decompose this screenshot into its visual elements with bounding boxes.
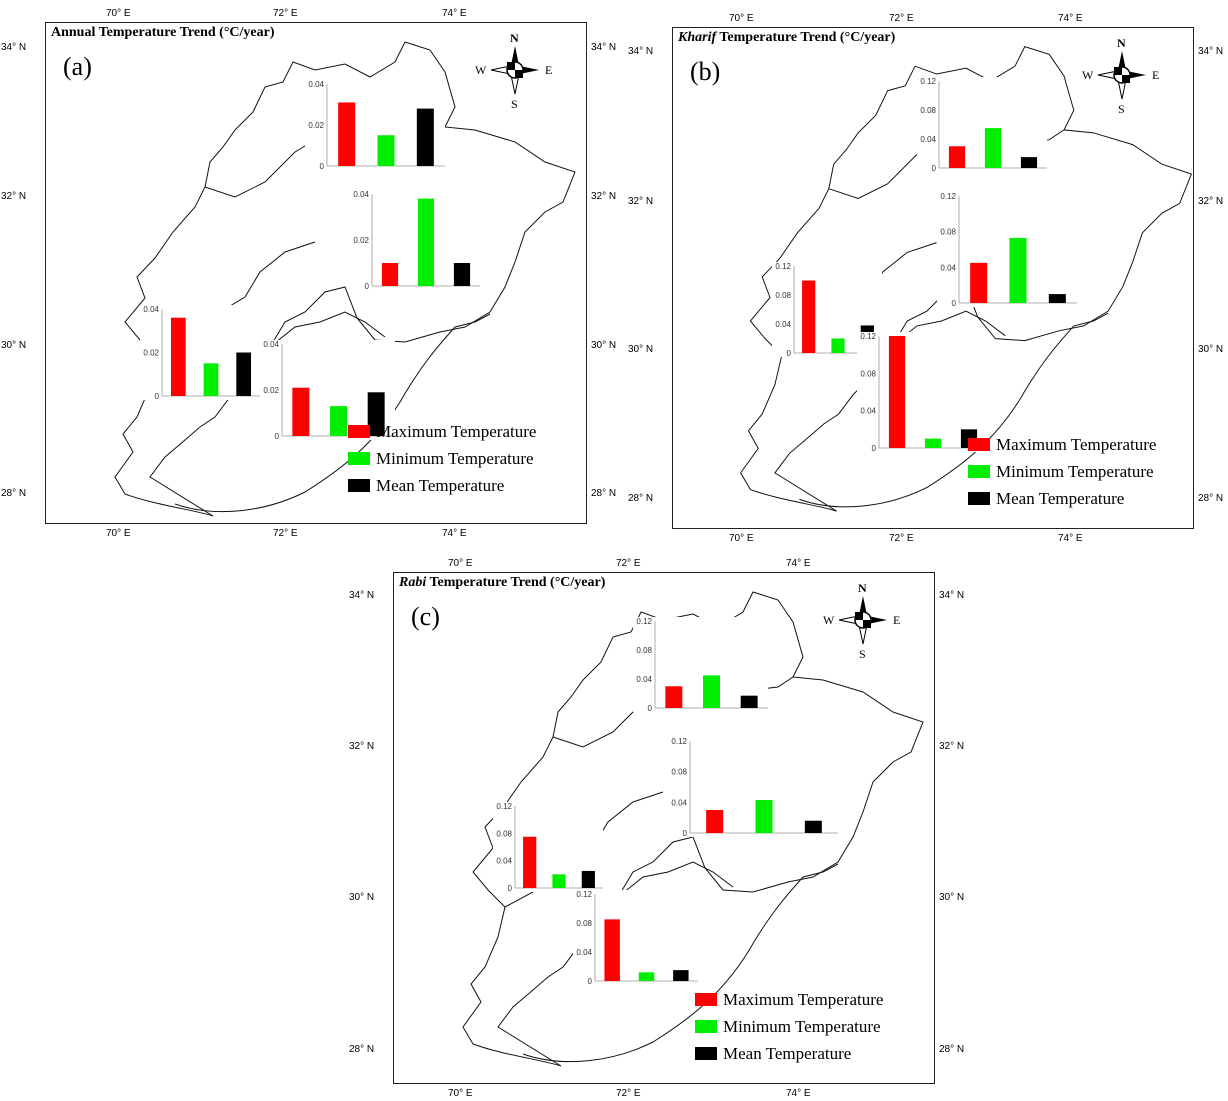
legend-label: Minimum Temperature <box>376 449 534 468</box>
longitude-tick-label: 70° E <box>729 533 754 544</box>
legend-label: Minimum Temperature <box>723 1017 881 1036</box>
map-title-text: Temperature Trend (°C/year) <box>426 575 606 590</box>
legend-label: Maximum Temperature <box>376 422 537 441</box>
legend-label: Mean Temperature <box>996 489 1125 508</box>
longitude-tick-label: 74° E <box>1058 13 1083 24</box>
latitude-tick-label: 28° N <box>349 1044 375 1055</box>
latitude-tick-label: 32° N <box>628 196 654 207</box>
legend-item: Minimum Temperature <box>695 1017 881 1037</box>
longitude-tick-label: 74° E <box>786 1088 811 1099</box>
latitude-tick-label: 32° N <box>939 741 965 752</box>
latitude-tick-label: 30° N <box>628 344 654 355</box>
legend-item: Mean Temperature <box>695 1044 851 1064</box>
latitude-tick-label: 28° N <box>591 488 617 499</box>
legend-label: Maximum Temperature <box>996 435 1157 454</box>
longitude-tick-label: 70° E <box>106 8 131 19</box>
longitude-tick-label: 74° E <box>442 528 467 539</box>
season-name: Kharif <box>678 30 717 45</box>
legend-swatch <box>968 465 990 478</box>
latitude-tick-label: 30° N <box>349 892 375 903</box>
latitude-tick-label: 28° N <box>939 1044 965 1055</box>
latitude-tick-label: 30° N <box>591 340 617 351</box>
legend-item: Maximum Temperature <box>968 435 1156 455</box>
season-name: Rabi <box>399 575 427 590</box>
longitude-tick-label: 72° E <box>273 8 298 19</box>
legend-swatch <box>695 1020 717 1033</box>
latitude-tick-label: 28° N <box>1198 493 1224 504</box>
map-title-text: Temperature Trend (°C/year) <box>716 30 896 45</box>
longitude-tick-label: 74° E <box>786 558 811 569</box>
legend-item: Maximum Temperature <box>695 990 883 1010</box>
longitude-tick-label: 74° E <box>442 8 467 19</box>
latitude-tick-label: 30° N <box>1 340 27 351</box>
latitude-tick-label: 32° N <box>349 741 375 752</box>
panel-label: (c) <box>411 602 440 631</box>
panel-label: (b) <box>690 57 721 86</box>
latitude-tick-label: 34° N <box>1198 46 1224 57</box>
longitude-tick-label: 70° E <box>729 13 754 24</box>
longitude-tick-label: 72° E <box>616 558 641 569</box>
latitude-tick-label: 32° N <box>1 191 27 202</box>
legend-swatch <box>968 492 990 505</box>
longitude-tick-label: 72° E <box>273 528 298 539</box>
longitude-tick-label: 74° E <box>1058 533 1083 544</box>
legend-swatch <box>348 452 370 465</box>
longitude-tick-label: 70° E <box>448 1088 473 1099</box>
legend-item: Maximum Temperature <box>348 422 536 442</box>
latitude-tick-label: 32° N <box>1198 196 1224 207</box>
legend-swatch <box>695 1047 717 1060</box>
map-title: Kharif Temperature Trend (°C/year) <box>678 30 895 46</box>
panel-label: (a) <box>63 52 92 81</box>
legend-label: Maximum Temperature <box>723 990 884 1009</box>
legend-swatch <box>348 425 370 438</box>
legend-item: Minimum Temperature <box>348 449 534 469</box>
legend-label: Mean Temperature <box>376 476 505 495</box>
latitude-tick-label: 30° N <box>939 892 965 903</box>
latitude-tick-label: 30° N <box>1198 344 1224 355</box>
longitude-tick-label: 72° E <box>889 533 914 544</box>
legend-item: Mean Temperature <box>968 489 1124 509</box>
map-title: Rabi Temperature Trend (°C/year) <box>399 575 605 591</box>
legend-label: Mean Temperature <box>723 1044 852 1063</box>
legend-swatch <box>348 479 370 492</box>
longitude-tick-label: 72° E <box>616 1088 641 1099</box>
latitude-tick-label: 34° N <box>591 42 617 53</box>
latitude-tick-label: 28° N <box>628 493 654 504</box>
legend-swatch <box>695 993 717 1006</box>
longitude-tick-label: 72° E <box>889 13 914 24</box>
legend-label: Minimum Temperature <box>996 462 1154 481</box>
latitude-tick-label: 28° N <box>1 488 27 499</box>
latitude-tick-label: 32° N <box>591 191 617 202</box>
latitude-tick-label: 34° N <box>349 590 375 601</box>
map-title: Annual Temperature Trend (°C/year) <box>51 25 275 41</box>
latitude-tick-label: 34° N <box>1 42 27 53</box>
longitude-tick-label: 70° E <box>106 528 131 539</box>
legend-item: Minimum Temperature <box>968 462 1154 482</box>
map-title-text: Annual Temperature Trend (°C/year) <box>51 25 275 40</box>
latitude-tick-label: 34° N <box>628 46 654 57</box>
legend-swatch <box>968 438 990 451</box>
latitude-tick-label: 34° N <box>939 590 965 601</box>
longitude-tick-label: 70° E <box>448 558 473 569</box>
legend-item: Mean Temperature <box>348 476 504 496</box>
